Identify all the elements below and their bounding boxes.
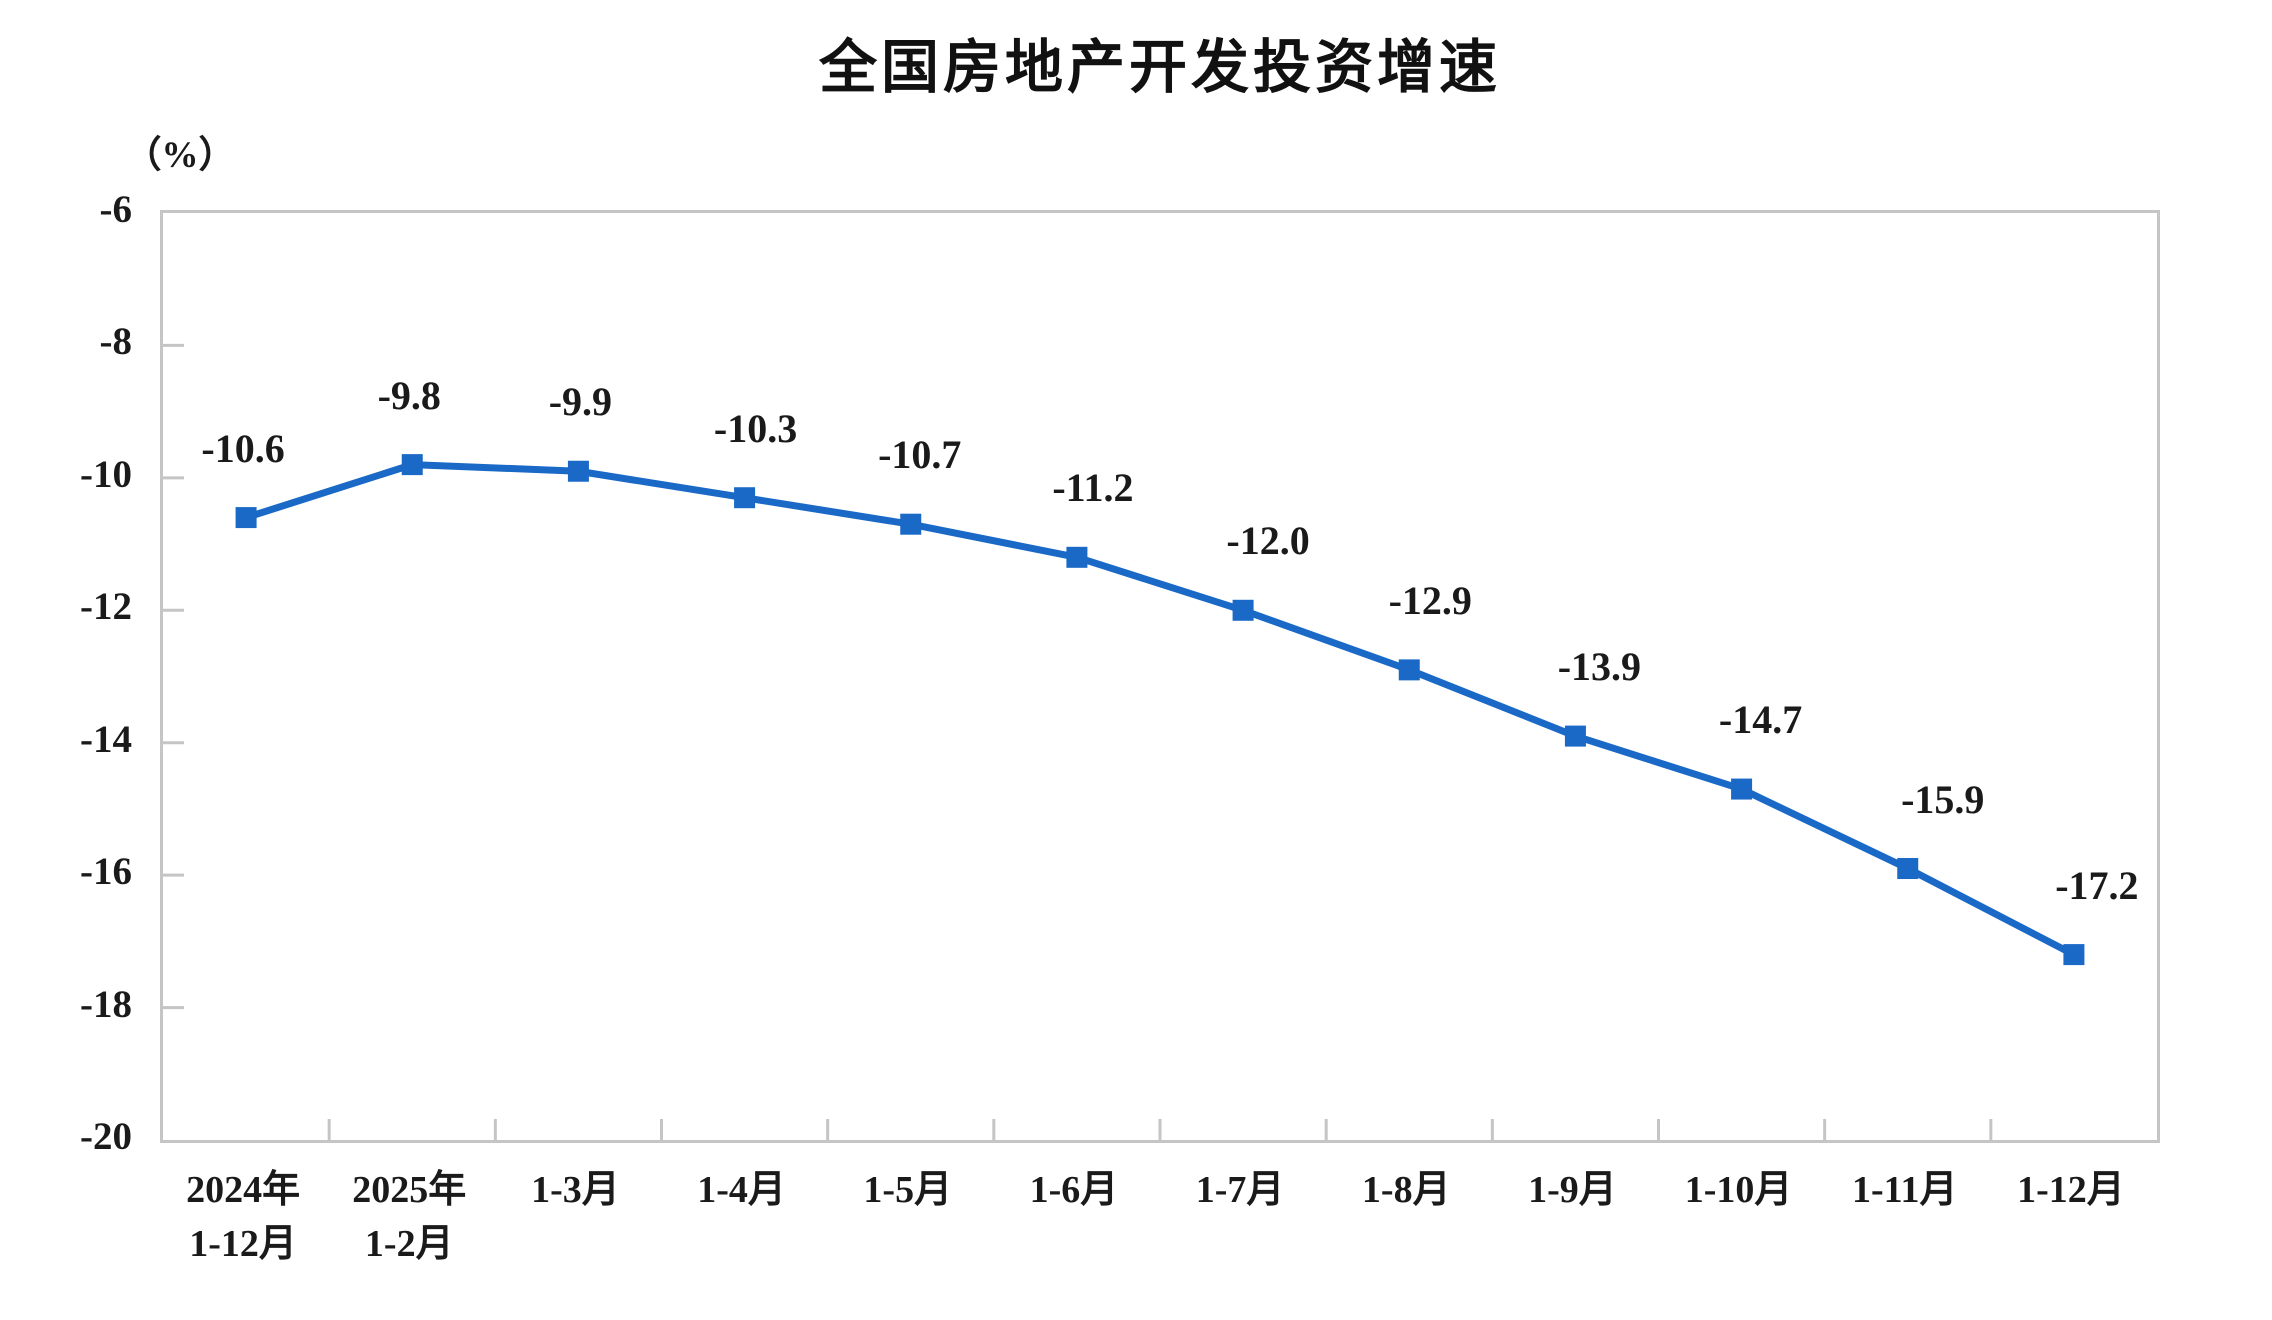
data-point-marker <box>1897 858 1919 880</box>
data-point-marker <box>235 507 257 529</box>
x-axis-tick-label-line: 1-9月 <box>1528 1169 1617 1211</box>
x-axis-tick-label: 1-9月 <box>1452 1163 1692 1217</box>
x-axis-tick-label: 1-4月 <box>622 1163 862 1217</box>
data-point-label: -17.2 <box>2055 862 2139 908</box>
x-axis-tick-label: 1-3月 <box>455 1163 695 1217</box>
data-point-label: -10.7 <box>878 432 962 478</box>
y-axis-tick-label: -6 <box>99 188 133 231</box>
data-point-marker <box>734 487 756 509</box>
chart-title: 全国房地产开发投资增速 <box>818 35 1501 100</box>
x-axis-tick-label-line: 1-12月 <box>2017 1169 2125 1211</box>
x-axis-tick-label-line: 1-7月 <box>1195 1169 1285 1211</box>
data-point-marker <box>567 460 589 482</box>
data-point-marker <box>1066 546 1088 568</box>
data-point-marker <box>900 513 922 535</box>
line-series-svg <box>163 343 2085 1140</box>
data-point-label: -10.3 <box>713 405 798 451</box>
y-axis-tick-label: -18 <box>80 982 132 1026</box>
x-axis-tick-label: 1-10月 <box>1619 1163 1859 1217</box>
data-point-label: -9.8 <box>377 372 441 418</box>
data-point-label: -13.9 <box>1557 644 1642 690</box>
x-axis-tick-label-line: 2024年 <box>186 1169 301 1211</box>
y-axis-unit-label: （%） <box>124 135 236 176</box>
data-point-marker <box>1731 778 1753 800</box>
y-axis-tick-label: -10 <box>80 452 132 496</box>
y-axis-tick-label: -16 <box>80 850 132 894</box>
data-point-marker <box>1232 599 1254 621</box>
data-point-label: -12.0 <box>1226 518 1310 564</box>
x-axis-tick-label-line: 1-11月 <box>1851 1169 1958 1211</box>
x-axis-tick-label: 2025年 1-2月 <box>289 1163 529 1271</box>
x-axis-tick-label-line: 1-10月 <box>1684 1169 1793 1211</box>
data-point-marker <box>1564 725 1586 747</box>
x-axis-tick-label: 2024年 1-12月 <box>123 1163 363 1271</box>
data-point-label: -15.9 <box>1901 776 1985 822</box>
x-axis-tick-label-line: 1-4月 <box>697 1169 786 1211</box>
x-axis-tick-label: 1-6月 <box>954 1163 1194 1217</box>
x-axis-tick-label-line: 1-3月 <box>531 1169 620 1211</box>
data-point-marker <box>2063 944 2085 966</box>
x-axis-tick-label: 1-8月 <box>1286 1163 1526 1217</box>
data-point-label: -14.7 <box>1718 697 1803 743</box>
x-axis-tick-label-line: 1-12月 <box>189 1223 297 1265</box>
y-axis-tick-label: -14 <box>80 717 132 761</box>
data-point-label: -9.9 <box>548 379 613 425</box>
y-axis-tick-label: -20 <box>80 1115 132 1158</box>
data-point-label: -10.6 <box>201 425 285 471</box>
data-point-marker <box>401 454 423 476</box>
x-axis-tick-label: 1-11月 <box>1785 1163 2025 1217</box>
plot-area <box>160 210 2160 1143</box>
x-axis-tick-label-line: 1-5月 <box>863 1169 953 1211</box>
x-axis-tick-label-line: 1-8月 <box>1361 1169 1451 1211</box>
data-point-label: -12.9 <box>1388 577 1472 623</box>
y-axis-tick-label: -12 <box>80 585 132 629</box>
x-axis-tick-label: 1-7月 <box>1120 1163 1360 1217</box>
data-point-label: -11.2 <box>1052 465 1134 511</box>
series-line <box>242 461 2078 959</box>
x-axis-tick-label: 1-12月 <box>1951 1163 2191 1217</box>
data-point-marker <box>1398 659 1420 681</box>
x-axis-tick-label-line: 1-6月 <box>1029 1169 1119 1211</box>
x-axis-tick-label-line: 1-2月 <box>364 1223 454 1265</box>
x-axis-tick-label-line: 2025年 <box>352 1169 467 1211</box>
y-axis-tick-label: -8 <box>99 320 133 364</box>
x-axis-tick-label: 1-5月 <box>788 1163 1028 1217</box>
